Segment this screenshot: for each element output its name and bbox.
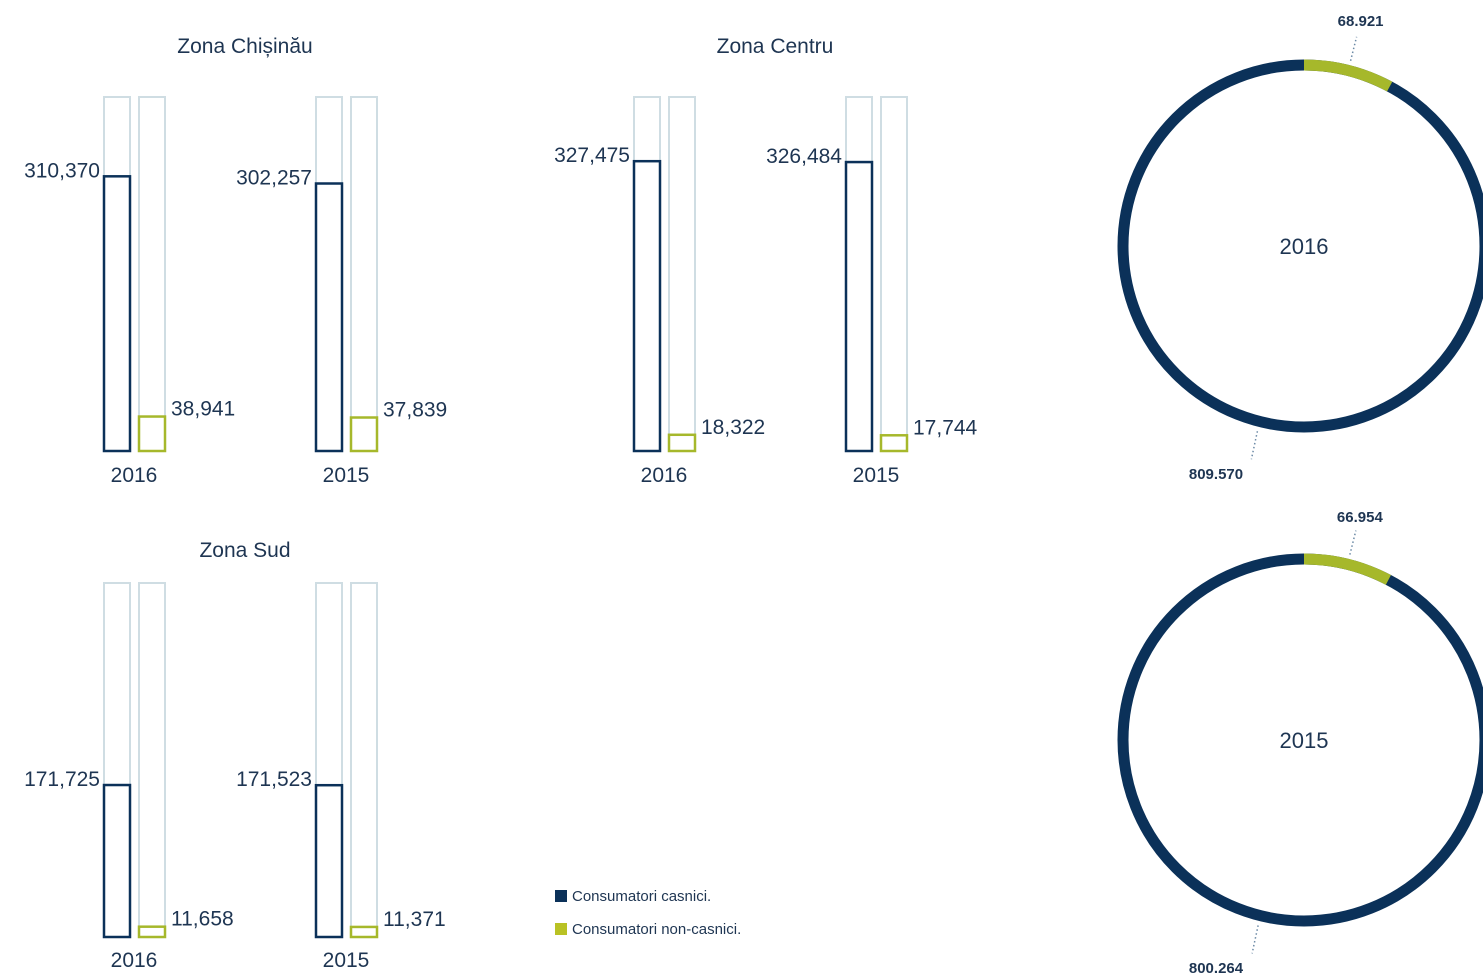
- zone-3-bar-2015-noncasnici: [349, 925, 379, 939]
- donut-2015-slice-noncasnici: [1117, 553, 1483, 927]
- zone-2-track-2015-0: [845, 96, 873, 452]
- legend-swatch-casnici: [555, 890, 567, 902]
- donut-2015-label-noncasnici: 66.954: [1337, 509, 1384, 526]
- zone-3-year-2015: 2015: [323, 949, 370, 972]
- zone-3-track-2016-0: [103, 582, 131, 938]
- zone-1-title: Zona Chișinău: [177, 35, 312, 58]
- zone-1-bar-2016-casnici: [102, 175, 132, 453]
- donut-2016-slice-noncasnici: [1117, 59, 1483, 433]
- zone-2-value-2015-casnici: 326,484: [766, 145, 842, 168]
- donut-2015-label-casnici: 800.264: [1189, 960, 1244, 975]
- zone-2-year-2016: 2016: [641, 464, 688, 487]
- zone-2-track-2015-1: [880, 96, 908, 452]
- zone-3-bar-2015-casnici: [314, 783, 344, 939]
- zone-2-track-2016-0: [633, 96, 661, 452]
- zone-3-bar-2016-noncasnici: [137, 925, 167, 939]
- zone-1-track-2016-1: [138, 96, 166, 452]
- zone-1-year-2015: 2015: [323, 464, 370, 487]
- legend-item-noncasnici: Consumatori non-casnici.: [555, 919, 741, 939]
- legend-item-casnici: Consumatori casnici.: [555, 886, 741, 906]
- zone-1-bar-2015-noncasnici: [349, 416, 379, 453]
- donut-2016-leader-casnici: [1250, 431, 1259, 460]
- zone-1-value-2016-casnici: 310,370: [24, 159, 100, 182]
- donut-2015-leader-casnici: [1251, 925, 1259, 954]
- zone-2-bar-2016-noncasnici: [667, 433, 697, 453]
- zone-2-value-2016-casnici: 327,475: [554, 144, 630, 167]
- zone-1-bar-2016-noncasnici: [137, 415, 167, 453]
- legend-label-casnici: Consumatori casnici.: [572, 887, 712, 905]
- donut-2016-leader-noncasnici: [1349, 36, 1358, 61]
- zone-3-value-2016-noncasnici: 11,658: [171, 908, 234, 931]
- donut-2015-center-label: 2015: [1280, 728, 1329, 753]
- legend: Consumatori casnici. Consumatori non-cas…: [555, 886, 741, 952]
- legend-swatch-noncasnici: [555, 923, 567, 935]
- donut-2015-leader-noncasnici: [1349, 530, 1357, 555]
- zone-1-year-2016: 2016: [111, 464, 158, 487]
- zone-2-track-2016-1: [668, 96, 696, 452]
- zone-2-bar-2015-casnici: [844, 160, 874, 453]
- zone-3-value-2015-casnici: 171,523: [236, 768, 312, 791]
- legend-label-noncasnici: Consumatori non-casnici.: [572, 920, 742, 938]
- zone-2-year-2015: 2015: [853, 464, 900, 487]
- zone-1-value-2015-noncasnici: 37,839: [383, 399, 447, 422]
- zone-3-value-2016-casnici: 171,725: [24, 768, 100, 791]
- zone-3-value-2015-noncasnici: 11,371: [383, 908, 446, 931]
- zone-1-value-2016-noncasnici: 38,941: [171, 398, 235, 421]
- zone-3-track-2015-1: [350, 582, 378, 938]
- donut-2016-label-casnici: 809.570: [1189, 466, 1243, 483]
- zone-1-track-2015-1: [350, 96, 378, 452]
- zone-3-track-2015-0: [315, 582, 343, 938]
- zone-3-bar-2016-casnici: [102, 783, 132, 939]
- zone-2-title: Zona Centru: [717, 35, 834, 58]
- zone-2-bar-2015-noncasnici: [879, 434, 909, 453]
- zone-2-value-2016-noncasnici: 18,322: [701, 416, 765, 439]
- donut-2016-label-noncasnici: 68.921: [1338, 13, 1384, 30]
- zone-1-bar-2015-casnici: [314, 182, 344, 453]
- zone-2-value-2015-noncasnici: 17,744: [913, 416, 978, 439]
- donut-2016-center-label: 2016: [1280, 234, 1329, 259]
- zone-3-year-2016: 2016: [111, 949, 158, 972]
- zone-3-track-2016-1: [138, 582, 166, 938]
- zone-2-bar-2016-casnici: [632, 159, 662, 453]
- zone-1-track-2015-0: [315, 96, 343, 452]
- zone-1-value-2015-casnici: 302,257: [236, 167, 312, 190]
- zone-1-track-2016-0: [103, 96, 131, 452]
- zone-3-title: Zona Sud: [199, 539, 290, 562]
